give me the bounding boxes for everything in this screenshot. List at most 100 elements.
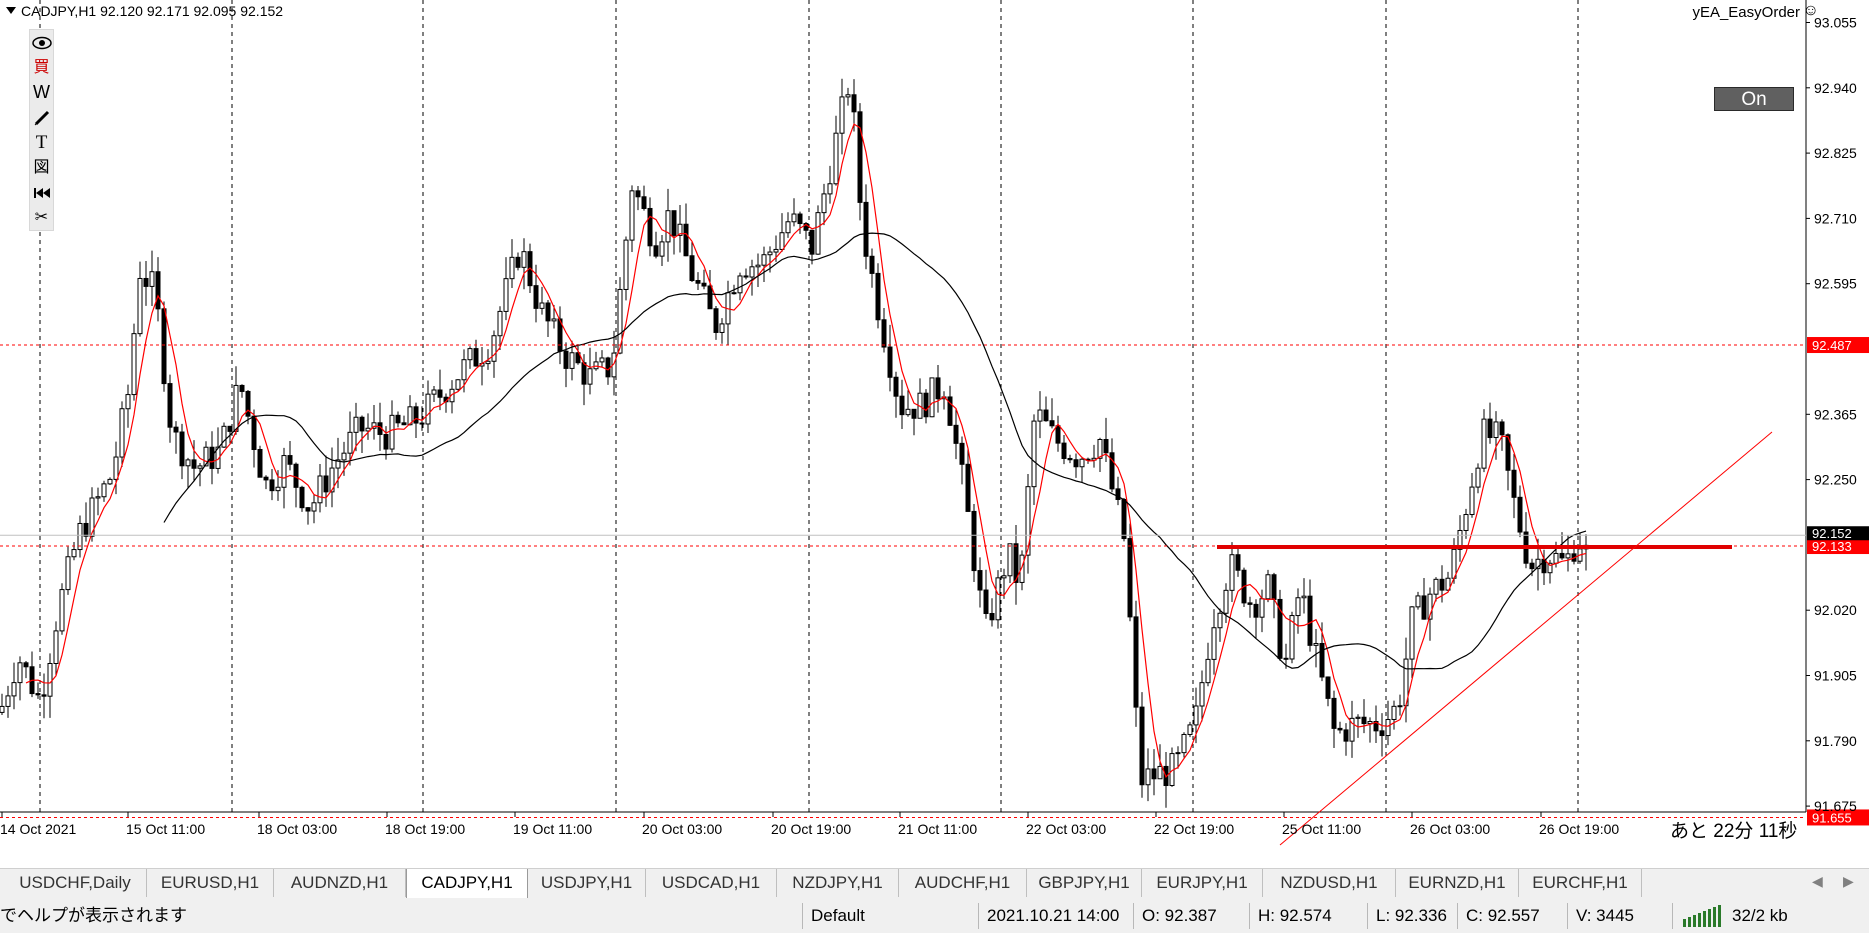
bull-candle xyxy=(1391,705,1397,720)
buy-icon[interactable]: 買 xyxy=(33,59,50,76)
bear-candle xyxy=(713,308,719,333)
bear-candle xyxy=(155,271,161,310)
tab-nzdusd-h1[interactable]: NZDUSD,H1 xyxy=(1263,869,1396,897)
status-datetime: 2021.10.21 14:00 xyxy=(987,906,1120,925)
tab-eurnzd-h1[interactable]: EURNZD,H1 xyxy=(1396,869,1519,897)
bear-candle xyxy=(647,207,653,247)
bull-candle xyxy=(1553,552,1559,564)
scissors-icon[interactable]: ✂ xyxy=(34,209,49,226)
bull-candle xyxy=(1175,752,1181,755)
rewind-icon[interactable] xyxy=(30,180,53,205)
bull-candle xyxy=(569,352,575,369)
bear-candle xyxy=(581,362,587,385)
bull-candle xyxy=(203,446,209,467)
price-tick-label: 91.790 xyxy=(1814,733,1857,749)
tab-eurusd-h1[interactable]: EURUSD,H1 xyxy=(147,869,274,897)
bear-candle xyxy=(1331,697,1337,729)
status-traffic: 32/2 kb xyxy=(1732,906,1788,925)
bear-candle xyxy=(395,414,401,424)
text-icon[interactable]: T xyxy=(35,132,48,153)
bear-candle xyxy=(641,196,647,209)
bull-candle xyxy=(1535,558,1541,570)
tab-audnzd-h1[interactable]: AUDNZD,H1 xyxy=(274,869,406,897)
ea-on-button[interactable]: On xyxy=(1714,87,1794,111)
bull-candle xyxy=(1001,575,1007,579)
status-help: でヘルプが表示されます xyxy=(0,906,187,925)
tab-nzdjpy-h1[interactable]: NZDJPY,H1 xyxy=(777,869,899,897)
status-volume: V: 3445 xyxy=(1576,906,1634,925)
status-close: C: 92.557 xyxy=(1466,906,1540,925)
time-tick-label: 25 Oct 11:00 xyxy=(1282,821,1361,837)
time-tick-label: 18 Oct 03:00 xyxy=(257,821,337,837)
bear-candle xyxy=(83,522,89,537)
tab-usdchf-daily[interactable]: USDCHF,Daily xyxy=(4,869,147,897)
bull-candle xyxy=(1289,615,1295,660)
bear-candle xyxy=(707,285,713,310)
price-chart[interactable]: 92.487 92.133 91.655 92.152 93.055 92.940 92.8… xyxy=(0,0,1869,868)
object-icon[interactable]: 図 xyxy=(33,159,50,176)
price-tick-label: 92.940 xyxy=(1814,80,1857,96)
bull-candle xyxy=(71,549,77,558)
bear-candle xyxy=(1055,425,1061,444)
bull-candle xyxy=(905,408,911,416)
bear-candle xyxy=(179,431,185,467)
tab-eurchf-h1[interactable]: EURCHF,H1 xyxy=(1519,869,1642,897)
connection-bars-icon[interactable] xyxy=(1683,905,1723,927)
bear-candle xyxy=(1343,729,1349,742)
bear-candle xyxy=(1049,420,1055,427)
w-icon[interactable]: W xyxy=(33,82,50,102)
tab-scroll-left-icon[interactable]: ◀ xyxy=(1812,873,1823,889)
bull-candle xyxy=(185,459,191,467)
tab-usdcad-h1[interactable]: USDCAD,H1 xyxy=(646,869,777,897)
bull-candle xyxy=(131,333,137,396)
bear-candle xyxy=(1373,720,1379,732)
tab-audchf-h1[interactable]: AUDCHF,H1 xyxy=(899,869,1027,897)
bull-candle xyxy=(1547,562,1553,574)
bear-candle xyxy=(323,475,329,493)
trend-line xyxy=(1279,431,1773,846)
bull-candle xyxy=(1385,718,1391,737)
bull-candle xyxy=(1217,612,1223,629)
bull-candle xyxy=(1367,720,1373,725)
time-tick-label: 20 Oct 19:00 xyxy=(771,821,851,837)
bear-candle xyxy=(1133,616,1139,708)
tab-usdjpy-h1[interactable]: USDJPY,H1 xyxy=(528,869,646,897)
bear-candle xyxy=(1247,602,1253,605)
time-tick-label: 22 Oct 19:00 xyxy=(1154,821,1234,837)
tab-cadjpy-h1[interactable]: CADJPY,H1 xyxy=(406,869,528,899)
bear-candle xyxy=(797,213,803,225)
bull-candle xyxy=(1229,554,1235,591)
bull-candle xyxy=(1097,438,1103,459)
bear-candle xyxy=(1379,730,1385,737)
tab-eurjpy-h1[interactable]: EURJPY,H1 xyxy=(1142,869,1263,897)
bear-candle xyxy=(383,433,389,450)
bear-candle xyxy=(359,416,365,432)
chart-area[interactable]: 92.487 92.133 91.655 92.152 93.055 92.940 92.8… xyxy=(0,0,1869,868)
bid-label: 92.152 xyxy=(1812,526,1852,541)
eye-icon[interactable] xyxy=(30,30,53,55)
bull-candle xyxy=(1463,514,1469,531)
bear-candle xyxy=(857,111,863,203)
bear-candle xyxy=(1337,727,1343,731)
bull-candle xyxy=(497,310,503,337)
bear-candle xyxy=(1073,459,1079,468)
bull-candle xyxy=(629,190,635,241)
bear-candle xyxy=(869,255,875,274)
bear-candle xyxy=(911,408,917,419)
bull-candle xyxy=(833,132,839,185)
collapse-triangle-icon[interactable] xyxy=(6,7,16,14)
bear-candle xyxy=(695,280,701,284)
pencil-icon[interactable] xyxy=(30,105,53,130)
bear-candle xyxy=(1325,676,1331,699)
bull-candle xyxy=(995,577,1001,621)
bear-candle xyxy=(1529,562,1535,570)
status-high: H: 92.574 xyxy=(1258,906,1332,925)
bull-candle xyxy=(1481,418,1487,469)
bear-candle xyxy=(965,463,971,512)
bull-candle xyxy=(1223,589,1229,614)
bull-candle xyxy=(1457,529,1463,550)
tab-gbpjpy-h1[interactable]: GBPJPY,H1 xyxy=(1027,869,1142,897)
bull-candle xyxy=(119,408,125,458)
bear-candle xyxy=(1511,469,1517,498)
tab-scroll-right-icon[interactable]: ▶ xyxy=(1843,873,1854,889)
